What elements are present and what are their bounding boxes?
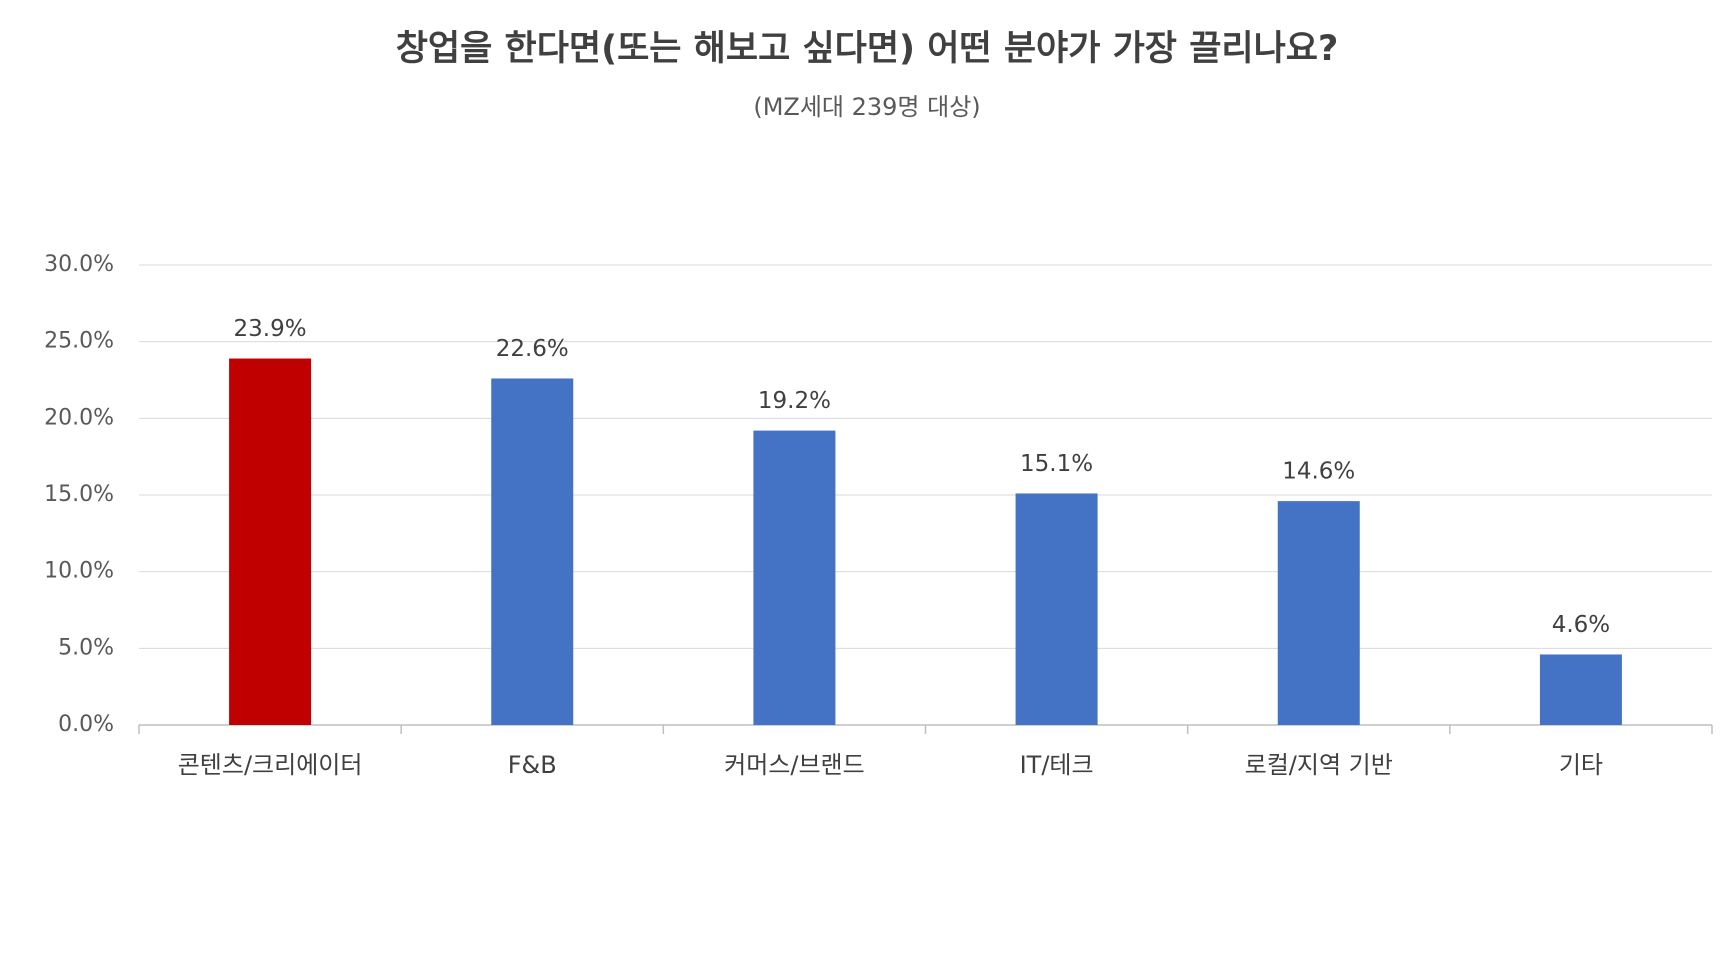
- bar: [491, 378, 574, 725]
- y-tick-label: 10.0%: [44, 559, 114, 584]
- value-label: 22.6%: [496, 336, 569, 362]
- value-label: 19.2%: [758, 388, 831, 414]
- y-tick-label: 15.0%: [44, 482, 114, 507]
- y-tick-label: 0.0%: [58, 712, 114, 737]
- x-tick-label: F&B: [508, 751, 557, 779]
- value-label: 15.1%: [1020, 451, 1093, 477]
- bar: [1539, 654, 1622, 725]
- y-tick-label: 25.0%: [44, 329, 114, 354]
- bar: [753, 430, 836, 725]
- y-tick-label: 30.0%: [44, 252, 114, 277]
- x-tick-label: IT/테크: [1020, 751, 1094, 779]
- chart-subtitle: (MZ세대 239명 대상): [753, 93, 980, 121]
- value-label: 14.6%: [1282, 459, 1355, 485]
- y-tick-label: 5.0%: [58, 635, 114, 660]
- x-tick-label: 커머스/브랜드: [724, 751, 865, 779]
- bar: [1015, 493, 1098, 725]
- y-tick-label: 20.0%: [44, 405, 114, 430]
- bar: [1277, 501, 1360, 725]
- x-tick-label: 기타: [1559, 751, 1603, 779]
- x-tick-label: 로컬/지역 기반: [1245, 751, 1393, 779]
- value-label: 4.6%: [1552, 612, 1610, 638]
- bar: [229, 358, 312, 725]
- x-tick-label: 콘텐츠/크리에이터: [178, 751, 363, 779]
- chart-title: 창업을 한다면(또는 해보고 싶다면) 어떤 분야가 가장 끌리나요?: [396, 29, 1339, 69]
- value-label: 23.9%: [234, 316, 307, 342]
